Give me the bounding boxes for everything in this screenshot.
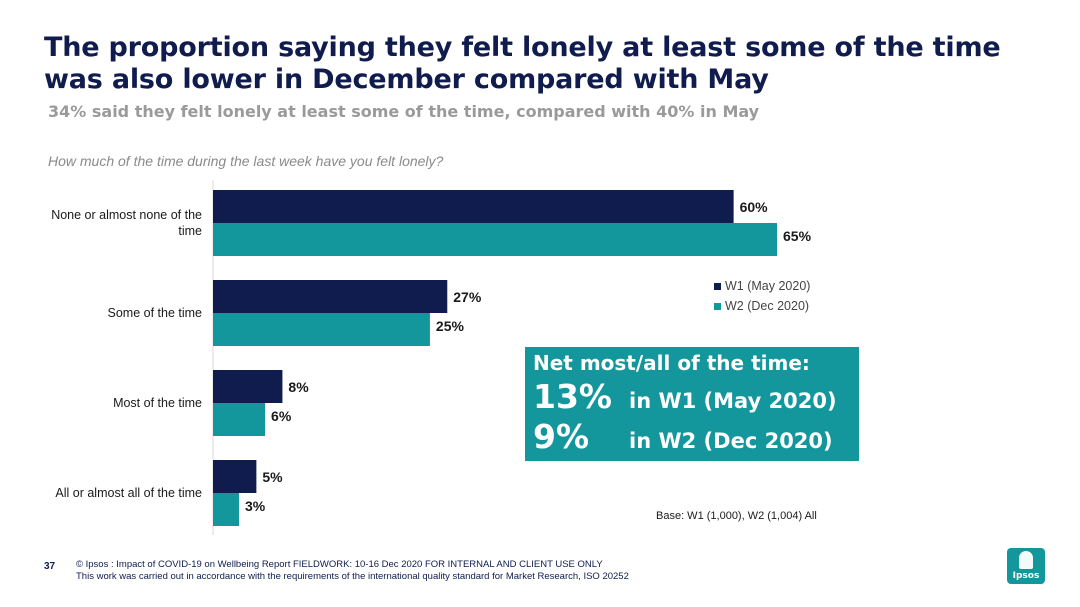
footer-line-1: © Ipsos : Impact of COVID-19 on Wellbein… bbox=[76, 559, 603, 570]
net-summary-box: Net most/all of the time: 13% in W1 (May… bbox=[525, 347, 859, 461]
logo-text: Ipsos bbox=[1012, 571, 1040, 581]
page-number: 37 bbox=[44, 561, 56, 572]
legend-label-w2: W2 (Dec 2020) bbox=[725, 299, 810, 313]
legend-item-w2: W2 (Dec 2020) bbox=[714, 296, 810, 316]
bar-w1 bbox=[213, 190, 734, 223]
legend-label-w1: W1 (May 2020) bbox=[725, 279, 811, 293]
chart-legend: W1 (May 2020) W2 (Dec 2020) bbox=[714, 276, 810, 316]
data-label-w2: 3% bbox=[245, 498, 266, 514]
bar-w2 bbox=[213, 493, 240, 526]
category-label: None or almost none of the time bbox=[51, 208, 202, 238]
net-summary-value-w2: 9% bbox=[533, 417, 590, 456]
category-label: All or almost all of the time bbox=[55, 486, 202, 500]
data-label-w1: 27% bbox=[453, 289, 482, 305]
net-summary-value-w1: 13% bbox=[533, 377, 612, 416]
category-label: Some of the time bbox=[108, 306, 203, 320]
legend-swatch-w2 bbox=[714, 302, 721, 310]
data-label-w2: 6% bbox=[271, 408, 292, 424]
survey-question: How much of the time during the last wee… bbox=[48, 153, 444, 169]
category-label: Most of the time bbox=[113, 396, 202, 410]
data-label-w1: 8% bbox=[288, 379, 309, 395]
data-label-w1: 5% bbox=[262, 469, 283, 485]
logo-mark-icon bbox=[1019, 551, 1033, 569]
footer-line-2: This work was carried out in accordance … bbox=[76, 571, 629, 582]
net-summary-heading: Net most/all of the time: bbox=[533, 351, 810, 375]
bar-w1 bbox=[213, 370, 283, 403]
slide-title: The proportion saying they felt lonely a… bbox=[44, 32, 1001, 95]
ipsos-logo: Ipsos bbox=[1007, 548, 1045, 584]
net-summary-text-w1: in W1 (May 2020) bbox=[629, 389, 837, 413]
legend-item-w1: W1 (May 2020) bbox=[714, 276, 810, 296]
bar-w2 bbox=[213, 313, 430, 346]
base-note: Base: W1 (1,000), W2 (1,004) All bbox=[656, 510, 817, 522]
net-summary-row-w1: 13% in W1 (May 2020) bbox=[533, 377, 837, 416]
bar-w2 bbox=[213, 403, 266, 436]
footer-text: © Ipsos : Impact of COVID-19 on Wellbein… bbox=[76, 559, 629, 583]
net-summary-row-w2: 9% in W2 (Dec 2020) bbox=[533, 417, 833, 456]
bar-w1 bbox=[213, 460, 257, 493]
data-label-w2: 65% bbox=[783, 228, 812, 244]
bar-w1 bbox=[213, 280, 448, 313]
slide-subtitle: 34% said they felt lonely at least some … bbox=[48, 102, 760, 121]
bar-w2 bbox=[213, 223, 777, 256]
net-summary-text-w2: in W2 (Dec 2020) bbox=[629, 429, 833, 453]
data-label-w2: 25% bbox=[436, 318, 465, 334]
legend-swatch-w1 bbox=[714, 282, 721, 290]
data-label-w1: 60% bbox=[740, 199, 769, 215]
